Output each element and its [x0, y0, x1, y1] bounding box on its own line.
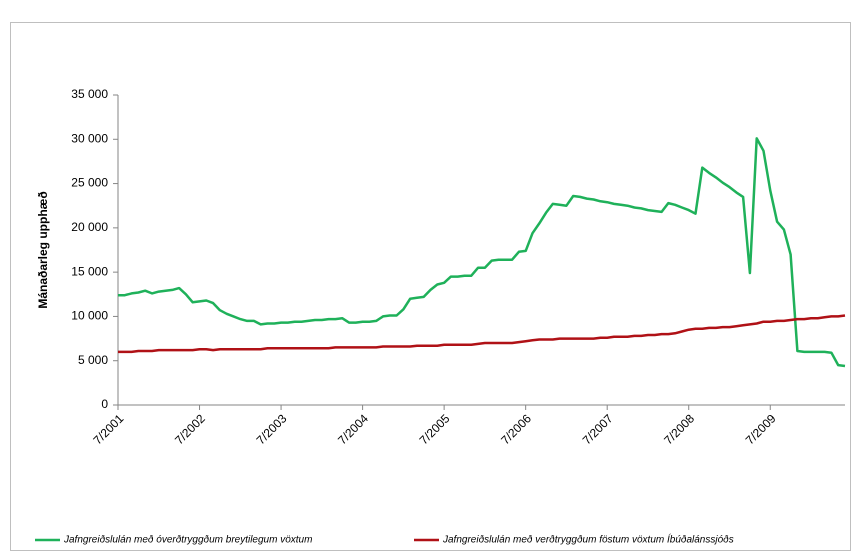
y-tick-label: 30 000 [71, 131, 108, 145]
y-tick-label: 10 000 [71, 309, 108, 323]
y-tick-label: 15 000 [71, 264, 108, 278]
line-series [118, 314, 846, 354]
legend-label: Jafngreiðslulán með verðtryggðum föstum … [442, 533, 734, 546]
y-tick-label: 0 [101, 397, 108, 411]
y-axis-title: Mánaðarleg upphæð [36, 191, 50, 308]
legend-label: Jafngreiðslulán með óverðtryggðum breyti… [63, 535, 312, 546]
y-tick-label: 35 000 [71, 87, 108, 101]
y-tick-label: 5 000 [78, 353, 108, 367]
y-tick-label: 20 000 [71, 220, 108, 234]
y-tick-label: 25 000 [71, 176, 108, 190]
line-series [118, 137, 846, 368]
chart-frame [10, 22, 851, 551]
